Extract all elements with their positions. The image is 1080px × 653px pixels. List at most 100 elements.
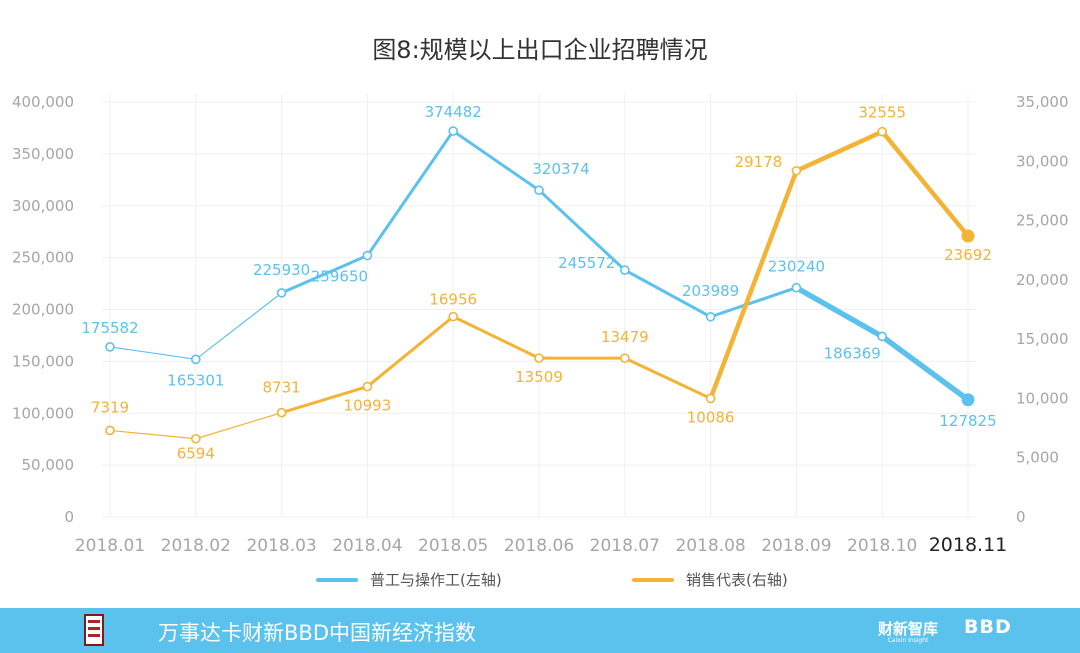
legend-item-workers: 普工与操作工(左轴) xyxy=(316,569,502,590)
footer-title: 万事达卡财新BBD中国新经济指数 xyxy=(158,621,476,645)
y-right-tick-label: 25,000 xyxy=(1016,212,1069,230)
data-label: 245572 xyxy=(558,254,615,272)
data-point xyxy=(448,311,459,322)
series-line-segment xyxy=(709,286,798,319)
data-point xyxy=(362,250,373,261)
series-line-segment xyxy=(451,315,541,360)
series-line-segment xyxy=(879,333,971,403)
series-line-segment xyxy=(109,346,197,360)
data-point xyxy=(619,353,630,363)
y-left-tick-label: 50,000 xyxy=(22,456,75,474)
y-left-tick-label: 200,000 xyxy=(12,301,74,319)
series-line-segment xyxy=(879,129,971,239)
y-left-tick-label: 250,000 xyxy=(12,249,74,267)
series-line-segment xyxy=(623,356,713,400)
y-left-tick-label: 0 xyxy=(64,508,74,526)
data-point xyxy=(362,381,373,392)
bbd-logo: BBD xyxy=(964,616,1012,638)
legend-swatch-sales xyxy=(632,577,674,582)
data-point xyxy=(961,393,975,407)
series-line-segment xyxy=(195,292,283,360)
y-right-tick-label: 5,000 xyxy=(1016,449,1059,467)
data-label: 13509 xyxy=(515,368,563,386)
data-label: 29178 xyxy=(735,153,783,171)
legend-item-sales: 销售代表(右轴) xyxy=(632,569,788,590)
data-label: 6594 xyxy=(177,445,215,463)
y-right-tick-label: 15,000 xyxy=(1016,330,1069,348)
y-right-tick-label: 20,000 xyxy=(1016,271,1069,289)
x-tick-label: 2018.02 xyxy=(161,536,231,556)
data-label: 13479 xyxy=(601,328,649,346)
legend: 普工与操作工(左轴) 销售代表(右轴) xyxy=(0,569,1080,593)
data-label: 16956 xyxy=(429,291,477,309)
x-tick-label: 2018.04 xyxy=(332,536,402,556)
data-point xyxy=(705,393,716,404)
x-tick-label: 2018.03 xyxy=(246,536,316,556)
data-point xyxy=(448,126,459,136)
data-point xyxy=(877,331,888,342)
series-line-segment xyxy=(537,188,627,272)
x-tick-label: 2018.07 xyxy=(590,536,660,556)
y-right-tick-label: 35,000 xyxy=(1016,93,1069,111)
legend-swatch-workers xyxy=(316,577,358,582)
x-tick-label: 2018.05 xyxy=(418,536,488,556)
series-line-segment xyxy=(365,315,455,389)
y-right-tick-label: 0 xyxy=(1016,508,1026,526)
data-point xyxy=(191,354,201,365)
legend-label-sales: 销售代表(右轴) xyxy=(686,571,788,589)
x-tick-label: 2018.09 xyxy=(761,536,831,556)
index-logo-icon xyxy=(84,614,104,646)
y-left-tick-label: 100,000 xyxy=(12,404,74,422)
data-label: 10086 xyxy=(687,408,735,426)
caixin-insight-subtext: Caixin Insight xyxy=(887,637,929,644)
data-label: 259650 xyxy=(311,268,368,286)
data-label: 230240 xyxy=(768,258,825,276)
legend-label-workers: 普工与操作工(左轴) xyxy=(370,571,502,589)
series-line-segment xyxy=(794,129,885,174)
caixin-insight-text: 财新智库 xyxy=(878,620,939,638)
series-line-segment xyxy=(708,168,799,401)
data-point xyxy=(705,311,716,322)
data-label: 320374 xyxy=(532,160,589,178)
data-label: 127825 xyxy=(939,412,996,430)
series-line-segment xyxy=(793,284,885,340)
data-label: 225930 xyxy=(253,261,310,279)
data-label: 186369 xyxy=(824,344,881,362)
data-label: 7319 xyxy=(91,398,129,416)
data-point xyxy=(619,265,630,275)
chart-title: 图8:规模以上出口企业招聘情况 xyxy=(372,36,708,64)
data-point xyxy=(791,165,802,176)
data-point xyxy=(534,353,544,363)
data-label: 32555 xyxy=(858,104,906,122)
x-tick-label: 2018.11 xyxy=(929,534,1008,556)
data-point xyxy=(276,288,287,298)
caixin-insight-logo: 财新智库 Caixin Insight xyxy=(878,618,938,644)
data-point xyxy=(961,229,975,243)
series-line-segment xyxy=(109,429,197,440)
data-point xyxy=(105,342,115,352)
data-label: 10993 xyxy=(344,397,392,415)
x-tick-label: 2018.01 xyxy=(75,536,145,556)
y-right-tick-label: 30,000 xyxy=(1016,152,1069,170)
x-tick-label: 2018.06 xyxy=(504,536,574,556)
y-left-tick-label: 350,000 xyxy=(12,145,74,163)
series-line-segment xyxy=(365,129,455,258)
line-chart: 0 50,000 100,000 150,000 200,000 250,000 300,0… xyxy=(12,93,1069,556)
data-label: 23692 xyxy=(944,246,992,264)
data-point xyxy=(276,407,287,418)
x-tick-label: 2018.10 xyxy=(847,536,917,556)
series-line-segment xyxy=(451,129,541,192)
data-label: 374482 xyxy=(425,103,482,121)
series-line-segment xyxy=(623,268,713,319)
y-right-tick-label: 10,000 xyxy=(1016,389,1069,407)
data-point xyxy=(877,126,888,137)
data-label: 165301 xyxy=(167,371,224,389)
y-left-tick-label: 150,000 xyxy=(12,352,74,370)
y-left-tick-label: 300,000 xyxy=(12,197,74,215)
y-left-tick-label: 400,000 xyxy=(12,93,74,111)
series-line-segment xyxy=(280,254,369,295)
series-line-segment xyxy=(195,412,283,440)
data-point xyxy=(105,425,115,436)
x-tick-label: 2018.08 xyxy=(675,536,745,556)
footer-bar: 万事达卡财新BBD中国新经济指数 财新智库 Caixin Insight BBD xyxy=(0,608,1080,653)
